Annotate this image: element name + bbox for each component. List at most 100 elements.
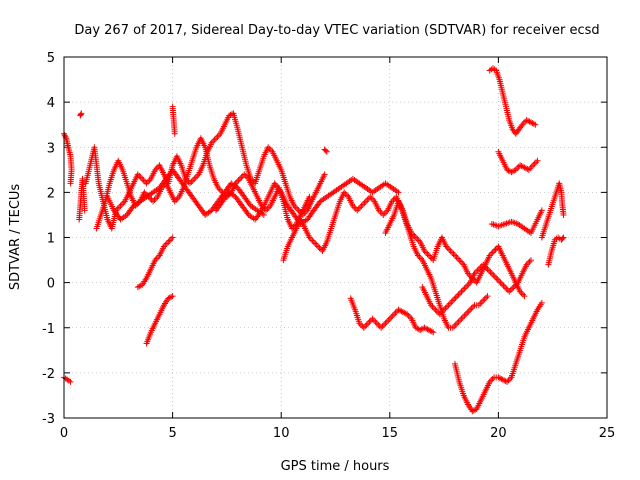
data-point — [136, 283, 143, 290]
data-point — [462, 311, 469, 318]
data-point — [118, 201, 125, 208]
data-point — [464, 282, 471, 289]
data-point — [502, 378, 509, 385]
data-point — [383, 318, 390, 325]
data-point — [530, 120, 537, 127]
data-point — [364, 196, 371, 203]
data-point — [474, 267, 481, 274]
data-point — [520, 291, 527, 298]
data-point — [497, 279, 504, 286]
data-point — [461, 285, 468, 292]
data-point — [116, 204, 123, 211]
data-point — [527, 257, 534, 264]
data-point — [451, 252, 458, 259]
data-point — [509, 168, 516, 175]
data-point — [81, 207, 88, 214]
data-point — [452, 321, 459, 328]
data-point — [214, 133, 221, 140]
series-arc-18 — [486, 65, 539, 137]
series-arc-03 — [76, 175, 88, 223]
data-point — [382, 320, 389, 327]
data-point — [489, 249, 496, 256]
data-point — [310, 239, 317, 246]
data-point — [483, 294, 490, 301]
data-point — [491, 273, 498, 280]
data-point — [386, 315, 393, 322]
data-point — [365, 320, 372, 327]
series-arc-13 — [321, 146, 330, 155]
data-point — [361, 199, 368, 206]
data-point — [538, 299, 545, 306]
data-point — [211, 136, 218, 143]
data-point — [165, 239, 172, 246]
y-tick-label: -1 — [42, 322, 55, 337]
data-point — [449, 297, 456, 304]
data-point — [456, 257, 463, 264]
data-point — [492, 246, 499, 253]
data-point — [238, 174, 245, 181]
series-arc-09 — [143, 293, 176, 347]
data-point — [388, 314, 395, 321]
y-tick-label: 3 — [47, 141, 55, 156]
series-arc-20 — [488, 207, 545, 236]
data-point — [322, 147, 329, 154]
data-point — [358, 202, 365, 209]
y-axis-label: SDTVAR / TECUs — [8, 184, 23, 291]
x-tick-label: 0 — [60, 426, 68, 441]
data-point — [491, 248, 498, 255]
y-tick-label: 2 — [47, 186, 55, 201]
data-point — [140, 177, 147, 184]
series-arc-10 — [169, 103, 178, 137]
series-arc-12 — [280, 189, 491, 331]
data-point — [168, 236, 175, 243]
series-arc-08 — [134, 234, 176, 291]
x-tick-label: 5 — [168, 426, 176, 441]
data-point — [532, 121, 539, 128]
data-point — [509, 285, 516, 292]
data-point — [446, 300, 453, 307]
data-point — [313, 242, 320, 249]
data-point — [67, 180, 74, 187]
data-point — [312, 240, 319, 247]
data-point — [169, 234, 176, 241]
data-point — [468, 305, 475, 312]
data-point — [363, 321, 370, 328]
data-point — [447, 248, 454, 255]
data-point — [454, 255, 461, 262]
data-point — [478, 299, 485, 306]
data-point — [368, 195, 375, 202]
data-point — [192, 174, 199, 181]
data-point — [530, 162, 537, 169]
data-point — [560, 234, 567, 241]
data-point — [505, 377, 512, 384]
data-point — [213, 135, 220, 142]
data-point — [527, 165, 534, 172]
data-point — [457, 258, 464, 265]
data-point — [139, 175, 146, 182]
data-point — [487, 269, 494, 276]
series-arc-19 — [495, 148, 541, 176]
series-arc-15 — [382, 198, 528, 300]
data-point — [372, 318, 379, 325]
data-point — [260, 211, 267, 218]
y-tick-label: 4 — [47, 96, 55, 111]
data-point — [455, 318, 462, 325]
data-point — [488, 270, 495, 277]
data-point — [507, 287, 514, 294]
plot-frame — [63, 56, 608, 419]
data-point — [309, 237, 316, 244]
data-point — [357, 204, 364, 211]
data-point — [385, 317, 392, 324]
data-point — [531, 160, 538, 167]
tick-labels: 0 5 10 15 20 25 -3 -2 -1 0 1 2 3 4 5 — [42, 51, 615, 441]
data-point — [459, 287, 466, 294]
data-point — [455, 291, 462, 298]
data-point — [395, 189, 402, 196]
data-point — [484, 293, 491, 300]
data-point — [171, 130, 178, 137]
series-arc-14 — [347, 295, 437, 336]
x-tick-label: 15 — [382, 426, 399, 441]
data-point — [560, 211, 567, 218]
series-arc-16 — [419, 257, 534, 318]
